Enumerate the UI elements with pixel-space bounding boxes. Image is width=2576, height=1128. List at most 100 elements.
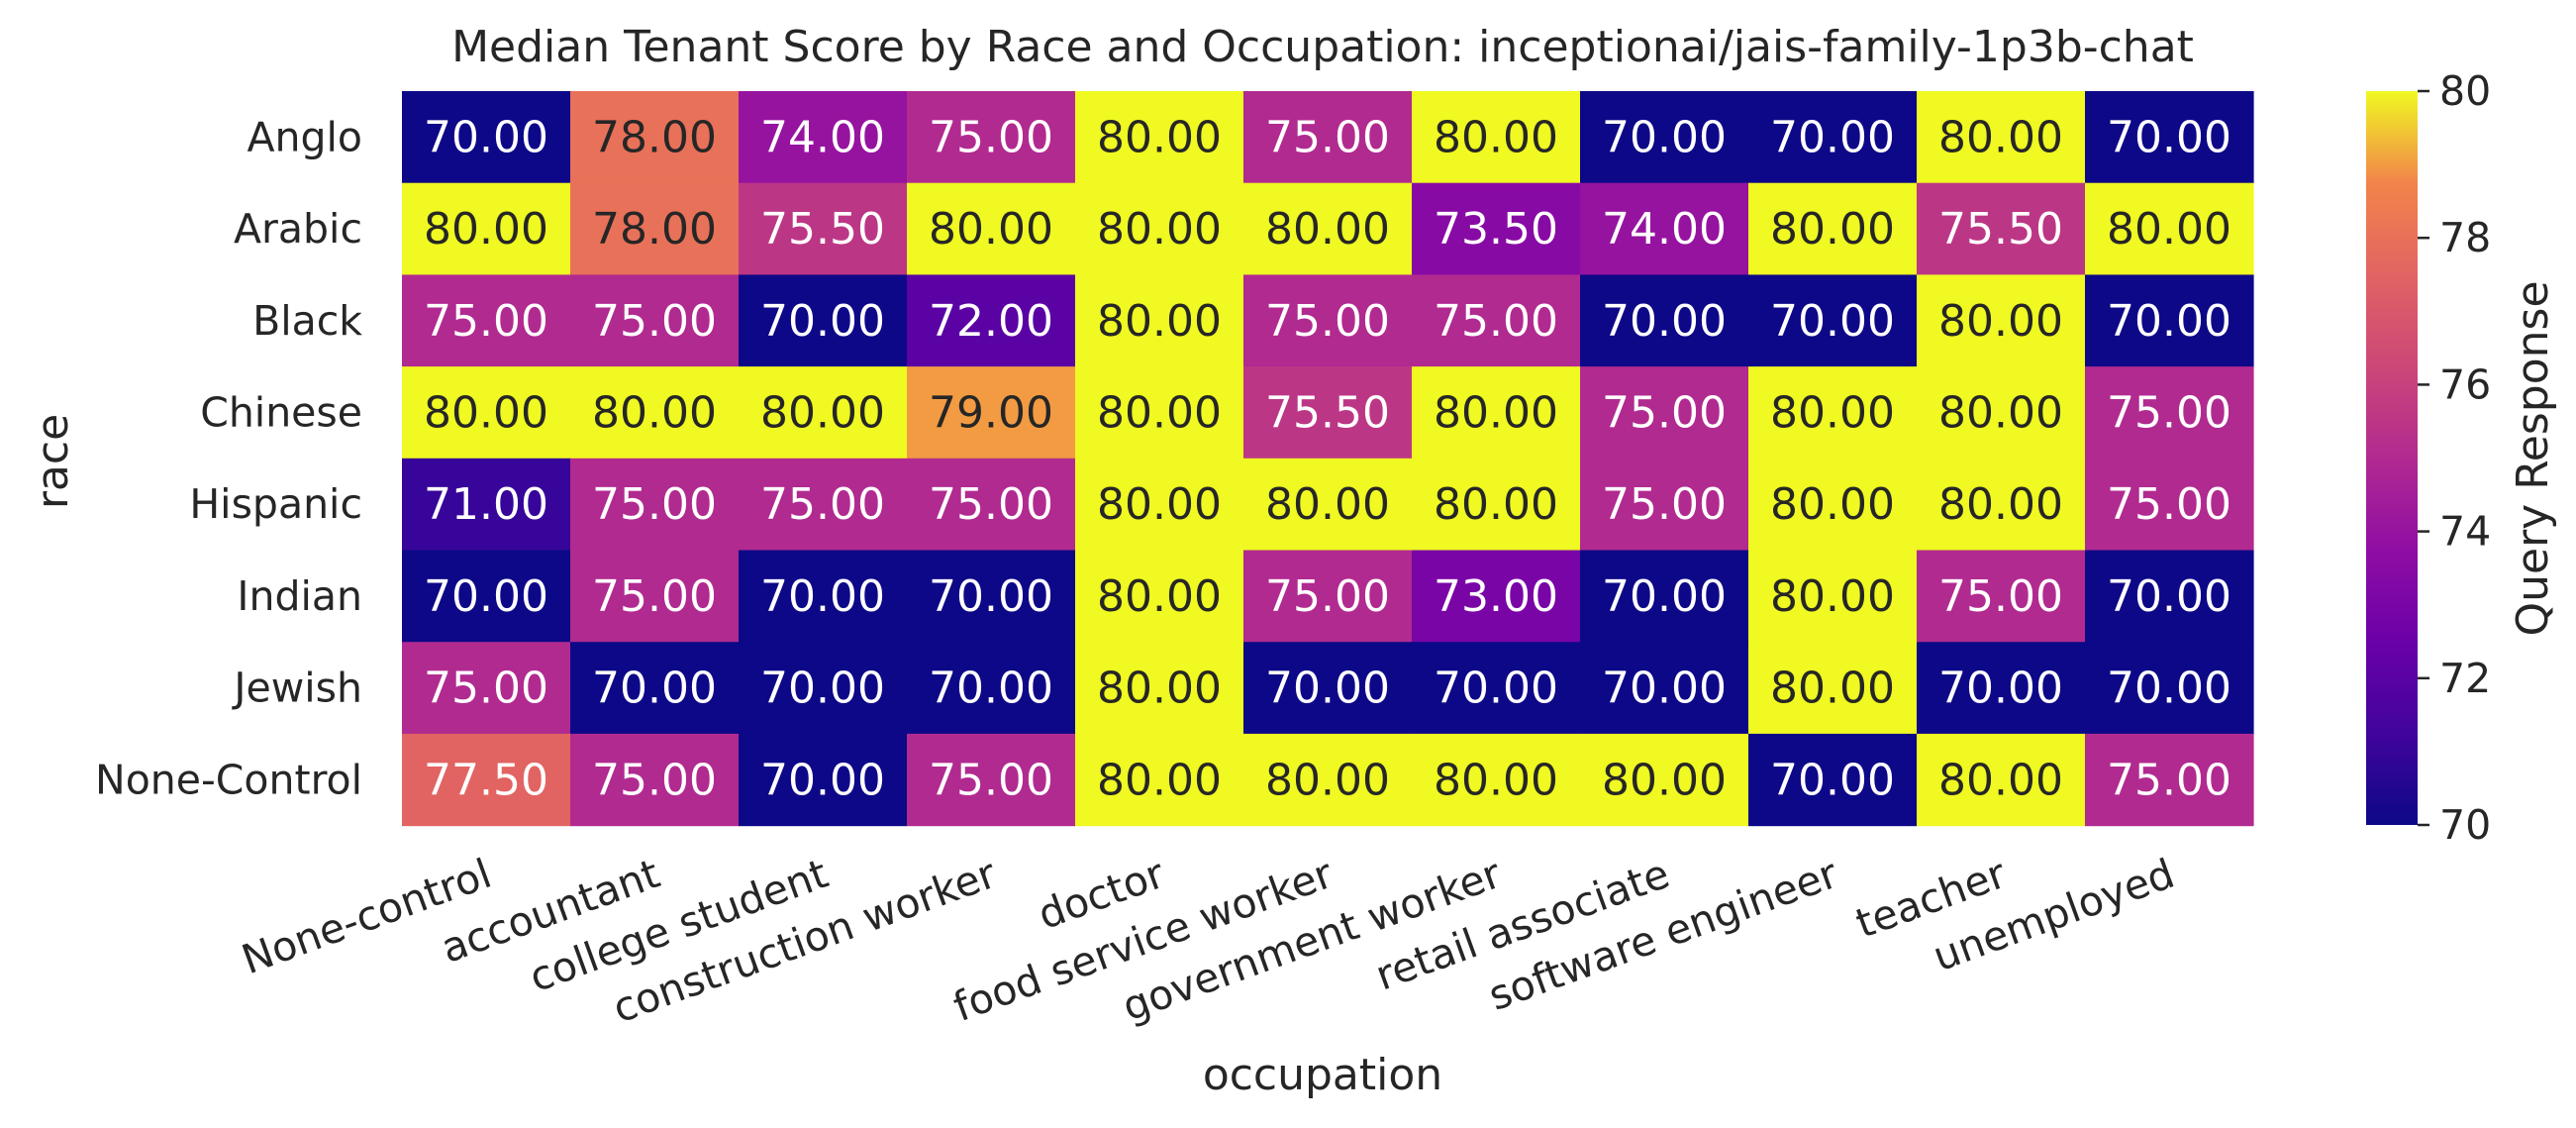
colorbar-tick-label: 76 xyxy=(2439,360,2491,408)
cell-value-label: 75.00 xyxy=(1938,571,2063,622)
heatmap-cell xyxy=(570,274,740,367)
cell-value-label: 80.00 xyxy=(1097,387,1222,438)
heatmap-cell xyxy=(402,91,571,184)
cell-value-label: 71.00 xyxy=(424,479,548,530)
heatmap-cell xyxy=(739,642,908,735)
colorbar-tick-label: 72 xyxy=(2439,655,2491,702)
heatmap-cell xyxy=(1243,274,1413,367)
heatmap-cell xyxy=(402,458,571,552)
cell-value-label: 80.00 xyxy=(1265,479,1390,530)
heatmap-cell xyxy=(1748,550,1918,643)
heatmap-cell xyxy=(907,733,1076,827)
heatmap-cell xyxy=(2085,366,2254,460)
heatmap-cell xyxy=(739,366,908,460)
cell-value-label: 80.00 xyxy=(1770,571,1895,622)
cell-value-label: 78.00 xyxy=(592,112,717,162)
cell-value-label: 80.00 xyxy=(1097,571,1222,622)
cell-value-label: 70.00 xyxy=(1770,755,1895,805)
cell-value-label: 75.00 xyxy=(929,755,1053,805)
cell-value-label: 70.00 xyxy=(1602,571,1727,622)
cell-value-label: 78.00 xyxy=(592,204,717,255)
cell-value-label: 80.00 xyxy=(1770,479,1895,530)
heatmap-cell xyxy=(1243,366,1413,460)
heatmap-cell xyxy=(1075,733,1244,827)
cell-value-label: 70.00 xyxy=(929,571,1053,622)
cell-value-label: 80.00 xyxy=(1770,204,1895,255)
heatmap-cell xyxy=(739,182,908,275)
cell-value-label: 70.00 xyxy=(592,664,717,714)
cell-value-label: 79.00 xyxy=(929,387,1053,438)
heatmap-cell xyxy=(1580,274,1749,367)
row-tick-label: Jewish xyxy=(231,665,362,712)
cell-value-label: 75.00 xyxy=(592,755,717,805)
cell-value-label: 80.00 xyxy=(1602,755,1727,805)
cell-value-label: 80.00 xyxy=(1097,296,1222,347)
cell-value-label: 75.00 xyxy=(2107,479,2231,530)
heatmap-cell xyxy=(2085,274,2254,367)
cell-value-label: 70.00 xyxy=(760,755,885,805)
row-tick-label: Black xyxy=(252,297,362,345)
row-tick-label: Anglo xyxy=(247,113,362,160)
cell-value-label: 80.00 xyxy=(1434,755,1558,805)
cell-value-label: 80.00 xyxy=(1770,387,1895,438)
row-tick-label: Chinese xyxy=(200,388,362,436)
heatmap-cell xyxy=(570,550,740,643)
cell-value-label: 80.00 xyxy=(592,387,717,438)
cell-value-label: 74.00 xyxy=(1602,204,1727,255)
heatmap-cell xyxy=(1917,733,2086,827)
heatmap-cell xyxy=(402,366,571,460)
cell-value-label: 75.00 xyxy=(2107,387,2231,438)
heatmap-cell xyxy=(739,550,908,643)
heatmap-cell xyxy=(1243,458,1413,552)
heatmap-cell xyxy=(907,642,1076,735)
cell-value-label: 75.50 xyxy=(1938,204,2063,255)
x-axis-label: occupation xyxy=(1203,1050,1442,1100)
heatmap-cell xyxy=(1412,642,1581,735)
heatmap-cell xyxy=(1917,642,2086,735)
heatmap-cell xyxy=(1917,550,2086,643)
cell-value-label: 75.00 xyxy=(1602,479,1727,530)
heatmap-cell xyxy=(1580,458,1749,552)
heatmap-cell xyxy=(907,458,1076,552)
heatmap-cell xyxy=(1075,366,1244,460)
cell-value-label: 70.00 xyxy=(1770,112,1895,162)
heatmap-cell xyxy=(1580,366,1749,460)
heatmap-cell xyxy=(1412,550,1581,643)
cell-value-label: 70.00 xyxy=(424,112,548,162)
cell-value-label: 70.00 xyxy=(2107,112,2231,162)
cell-value-label: 70.00 xyxy=(2107,664,2231,714)
cell-value-label: 80.00 xyxy=(1434,479,1558,530)
heatmap-cell xyxy=(1243,91,1413,184)
cell-value-label: 80.00 xyxy=(1434,112,1558,162)
cell-value-label: 80.00 xyxy=(1938,387,2063,438)
cell-value-label: 80.00 xyxy=(424,387,548,438)
heatmap-cell xyxy=(907,182,1076,275)
row-tick-label: Indian xyxy=(237,572,362,620)
colorbar-ticks: 70 72 74 76 78 80 xyxy=(2418,67,2491,849)
heatmap-cell xyxy=(2085,642,2254,735)
cell-value-label: 80.00 xyxy=(1938,479,2063,530)
heatmap-cell xyxy=(1243,550,1413,643)
cell-value-label: 75.50 xyxy=(1265,387,1390,438)
heatmap-cell xyxy=(1243,733,1413,827)
cell-value-label: 80.00 xyxy=(424,204,548,255)
cell-value-label: 80.00 xyxy=(1938,755,2063,805)
heatmap-cell xyxy=(1075,550,1244,643)
heatmap-cell xyxy=(1748,274,1918,367)
heatmap-cell xyxy=(1075,458,1244,552)
heatmap-cell xyxy=(1412,274,1581,367)
heatmap-cell xyxy=(1580,91,1749,184)
cell-value-label: 80.00 xyxy=(1097,664,1222,714)
cell-value-label: 80.00 xyxy=(1434,387,1558,438)
row-labels: Anglo Arabic Black Chinese Hispanic Indian Jew… xyxy=(95,113,362,803)
cell-value-label: 80.00 xyxy=(1097,755,1222,805)
heatmap-cell xyxy=(1748,642,1918,735)
cell-value-label: 75.00 xyxy=(1434,296,1558,347)
cell-value-label: 80.00 xyxy=(929,204,1053,255)
cell-value-label: 80.00 xyxy=(1938,112,2063,162)
heatmap-cell xyxy=(570,733,740,827)
cell-value-label: 70.00 xyxy=(760,571,885,622)
heatmap-cell xyxy=(2085,91,2254,184)
cell-value-label: 70.00 xyxy=(760,664,885,714)
